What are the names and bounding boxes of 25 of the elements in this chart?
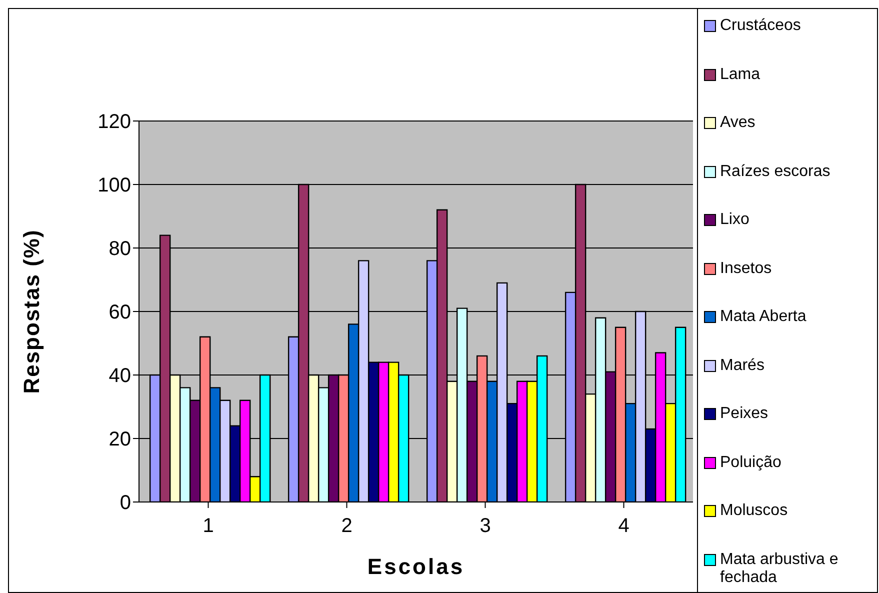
legend-label: Marés [720,356,764,374]
legend-label: Crustáceos [720,17,801,35]
legend-label: Poluição [720,454,782,472]
x-tick-label: 4 [618,515,630,538]
legend-label: Lixo [720,211,750,229]
legend-label: Aves [720,114,756,132]
legend-label: Lama [720,66,760,84]
legend-label: Mata Aberta [720,308,806,326]
y-tick-label: 20 [108,428,131,451]
y-tick-label: 80 [108,238,131,260]
x-tick-label: 1 [202,515,214,538]
y-tick-label: 40 [108,365,131,388]
y-tick-label: 100 [98,174,131,197]
legend-label: Insetos [720,260,772,278]
y-tick-label: 120 [98,111,131,134]
legend-label: Raízes escoras [720,162,830,180]
y-tick-label: 60 [108,302,131,324]
x-tick-label: 2 [341,515,352,538]
x-axis-title: Escolas [367,554,465,579]
legend-label: Mata arbustiva e fechada [720,550,840,586]
y-tick-label: 0 [120,492,131,514]
legend-label: Peixes [720,405,768,423]
y-axis-title: Respostas (%) [18,229,44,394]
legend-label: Moluscos [720,502,788,520]
x-tick-label: 3 [480,515,491,538]
